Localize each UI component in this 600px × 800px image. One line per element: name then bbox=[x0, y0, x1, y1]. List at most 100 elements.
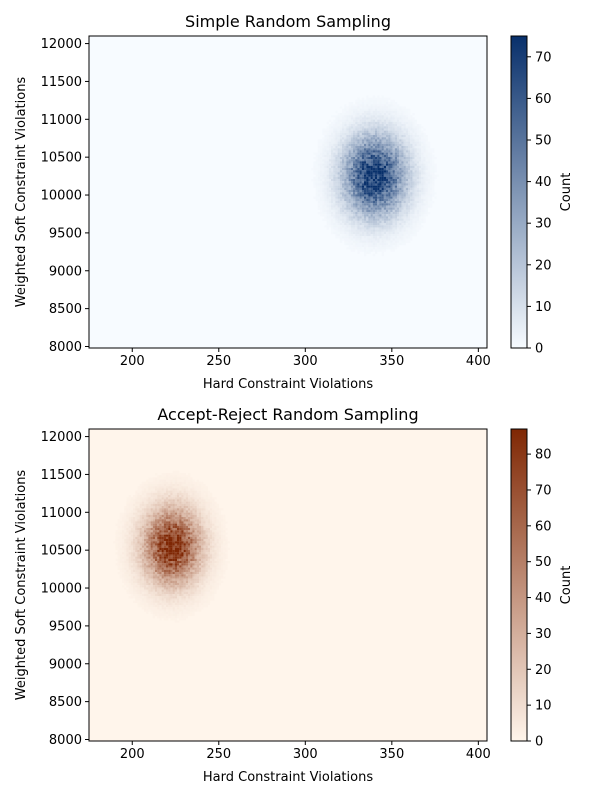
heatmap-cell bbox=[326, 185, 329, 188]
heatmap-cell bbox=[181, 552, 184, 555]
heatmap-cell bbox=[194, 503, 197, 507]
heatmap-cell bbox=[188, 545, 191, 548]
heatmap-cell bbox=[157, 532, 160, 535]
heatmap-cell bbox=[221, 521, 224, 524]
heatmap-cell bbox=[377, 152, 380, 155]
heatmap-cell bbox=[386, 146, 389, 149]
heatmap-cell bbox=[139, 554, 142, 557]
heatmap-cell bbox=[368, 102, 371, 105]
heatmap-cell bbox=[368, 108, 371, 111]
heatmap-cell bbox=[364, 137, 367, 140]
heatmap-cell bbox=[405, 238, 409, 241]
heatmap-cell bbox=[326, 218, 329, 221]
heatmap-cell bbox=[150, 550, 153, 553]
heatmap-cell bbox=[335, 168, 338, 171]
heatmap-cell bbox=[328, 152, 332, 155]
heatmap-cell bbox=[135, 563, 138, 566]
heatmap-cell bbox=[333, 152, 336, 155]
heatmap-cell bbox=[368, 214, 371, 217]
heatmap-cell bbox=[425, 194, 428, 197]
heatmap-cell bbox=[207, 556, 211, 559]
heatmap-cell bbox=[161, 561, 164, 564]
heatmap-cell bbox=[346, 143, 349, 147]
heatmap-cell bbox=[375, 163, 378, 166]
heatmap-cell bbox=[405, 119, 409, 122]
heatmap-cell bbox=[366, 234, 369, 237]
heatmap-cell bbox=[377, 110, 380, 114]
heatmap-cell bbox=[157, 503, 160, 507]
heatmap-cell bbox=[183, 490, 186, 493]
heatmap-cell bbox=[339, 106, 343, 109]
heatmap-cell bbox=[419, 170, 422, 173]
heatmap-cell bbox=[141, 506, 145, 509]
heatmap-cell bbox=[353, 141, 356, 144]
heatmap-cell bbox=[427, 176, 431, 180]
heatmap-cell bbox=[201, 506, 204, 509]
heatmap-cell bbox=[188, 552, 191, 555]
heatmap-cell bbox=[350, 159, 354, 162]
heatmap-cell bbox=[124, 532, 127, 535]
heatmap-cell bbox=[350, 242, 354, 246]
heatmap-cell bbox=[355, 231, 358, 235]
heatmap-cell bbox=[159, 486, 162, 489]
heatmap-cell bbox=[423, 214, 426, 217]
heatmap-cell bbox=[190, 512, 193, 515]
heatmap-cell bbox=[135, 536, 138, 540]
heatmap-cell bbox=[203, 514, 206, 518]
heatmap-cell bbox=[375, 231, 378, 235]
heatmap-cell bbox=[223, 554, 226, 557]
heatmap-cell bbox=[368, 205, 371, 208]
heatmap-cell bbox=[412, 121, 415, 125]
heatmap-cell bbox=[168, 534, 171, 537]
heatmap-cell bbox=[194, 521, 197, 524]
heatmap-cell bbox=[324, 205, 327, 208]
heatmap-cell bbox=[194, 512, 197, 515]
heatmap-cell bbox=[216, 536, 219, 540]
heatmap-cell bbox=[397, 106, 400, 109]
heatmap-cell bbox=[335, 183, 338, 186]
heatmap-cell bbox=[392, 163, 395, 166]
heatmap-cell bbox=[355, 106, 358, 109]
heatmap-cell bbox=[174, 497, 178, 500]
heatmap-cell bbox=[331, 227, 334, 230]
heatmap-cell bbox=[166, 521, 169, 524]
heatmap-cell bbox=[357, 220, 360, 224]
heatmap-cell bbox=[163, 517, 167, 520]
heatmap-cell bbox=[410, 194, 413, 197]
heatmap-cell bbox=[401, 207, 404, 210]
heatmap-cell bbox=[359, 174, 362, 177]
heatmap-cell bbox=[344, 168, 347, 171]
heatmap-cell bbox=[221, 550, 224, 553]
heatmap-cell bbox=[348, 214, 351, 217]
heatmap-cell bbox=[126, 554, 129, 557]
heatmap-cell bbox=[190, 481, 193, 485]
heatmap-cell bbox=[390, 161, 393, 164]
heatmap-cell bbox=[355, 108, 358, 111]
heatmap-cell bbox=[375, 225, 378, 228]
heatmap-cell bbox=[320, 154, 323, 158]
heatmap-cell bbox=[394, 113, 398, 116]
heatmap-cell bbox=[163, 539, 167, 542]
heatmap-cell bbox=[379, 161, 382, 164]
heatmap-cell bbox=[408, 238, 411, 241]
heatmap-cell bbox=[181, 532, 184, 535]
heatmap-cell bbox=[401, 238, 404, 241]
heatmap-cell bbox=[172, 525, 175, 529]
heatmap-cell bbox=[394, 139, 398, 142]
heatmap-cell bbox=[375, 176, 378, 180]
heatmap-cell bbox=[133, 523, 136, 526]
heatmap-cell bbox=[122, 543, 125, 546]
heatmap-cell bbox=[344, 218, 347, 221]
heatmap-cell bbox=[388, 187, 391, 191]
heatmap-cell bbox=[174, 530, 178, 533]
heatmap-cell bbox=[359, 102, 362, 105]
heatmap-cell bbox=[381, 216, 384, 219]
heatmap-cell bbox=[399, 223, 402, 226]
heatmap-cell bbox=[399, 229, 402, 232]
heatmap-cell bbox=[179, 541, 182, 544]
heatmap-cell bbox=[368, 99, 371, 103]
heatmap-cell bbox=[159, 508, 162, 511]
heatmap-cell bbox=[399, 240, 402, 243]
heatmap-cell bbox=[390, 176, 393, 180]
heatmap-cell bbox=[333, 176, 336, 180]
